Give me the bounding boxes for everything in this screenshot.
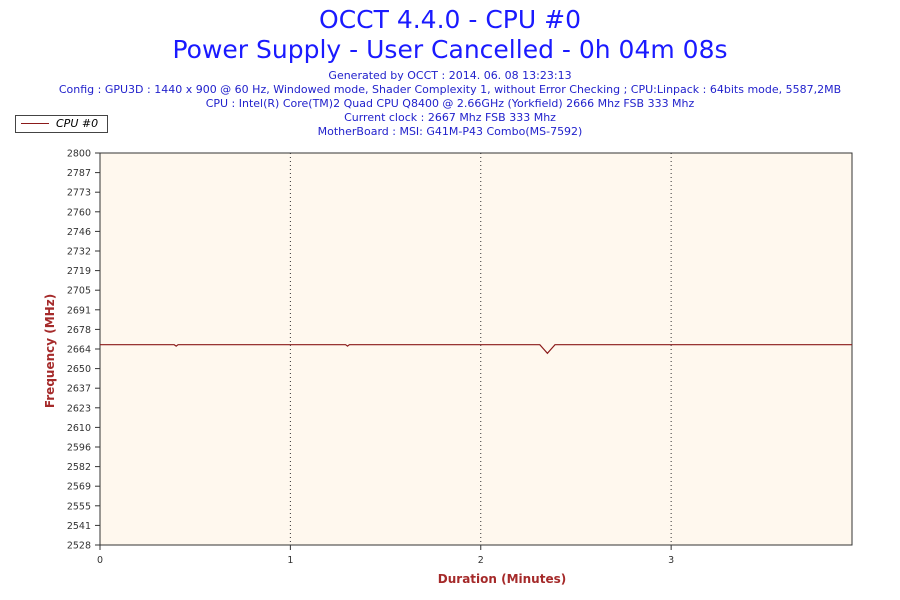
info-cpu: CPU : Intel(R) Core(TM)2 Quad CPU Q8400 … (205, 97, 695, 110)
series-line-0 (100, 344, 852, 355)
y-tick-label: 2596 (67, 443, 91, 454)
plot-area (100, 153, 852, 545)
y-tick-label: 2691 (67, 305, 91, 316)
y-tick-label: 2800 (67, 149, 91, 160)
y-tick-label: 2610 (67, 423, 91, 434)
y-tick-label: 2582 (67, 462, 91, 473)
y-tick-label: 2773 (67, 188, 91, 199)
y-tick-label: 2555 (67, 501, 91, 512)
info-generated: Generated by OCCT : 2014. 06. 08 13:23:1… (328, 69, 572, 82)
y-tick-label: 2732 (67, 247, 91, 258)
y-tick-label: 2637 (67, 384, 91, 395)
x-tick-label: 2 (478, 555, 484, 566)
x-tick-label: 1 (287, 555, 293, 566)
info-motherboard: MotherBoard : MSI: G41M-P43 Combo(MS-759… (317, 125, 583, 138)
x-tick-label: 0 (97, 555, 103, 566)
info-current-clock: Current clock : 2667 Mhz FSB 333 Mhz (344, 111, 556, 124)
y-tick-label: 2541 (67, 521, 91, 532)
y-tick-label: 2746 (67, 227, 91, 238)
y-tick-label: 2787 (67, 168, 91, 179)
x-tick-label: 3 (668, 555, 674, 566)
y-axis-title: Frequency (MHz) (43, 294, 57, 408)
info-config: Config : GPU3D : 1440 x 900 @ 60 Hz, Win… (58, 83, 842, 96)
y-tick-label: 2623 (67, 403, 91, 414)
x-axis-title: Duration (Minutes) (438, 572, 566, 586)
legend-swatch (21, 123, 49, 124)
legend-label: CPU #0 (56, 117, 99, 130)
y-tick-label: 2760 (67, 207, 91, 218)
y-tick-label: 2650 (67, 364, 91, 375)
y-tick-label: 2678 (67, 325, 91, 336)
y-tick-label: 2528 (67, 541, 91, 552)
chart-subtitle: Power Supply - User Cancelled - 0h 04m 0… (172, 35, 728, 64)
chart-title: OCCT 4.4.0 - CPU #0 (319, 5, 581, 34)
y-tick-label: 2705 (67, 286, 91, 297)
legend: CPU #0 (15, 115, 108, 133)
y-tick-label: 2719 (67, 266, 91, 277)
y-tick-label: 2664 (67, 345, 91, 356)
y-tick-label: 2569 (67, 482, 91, 493)
